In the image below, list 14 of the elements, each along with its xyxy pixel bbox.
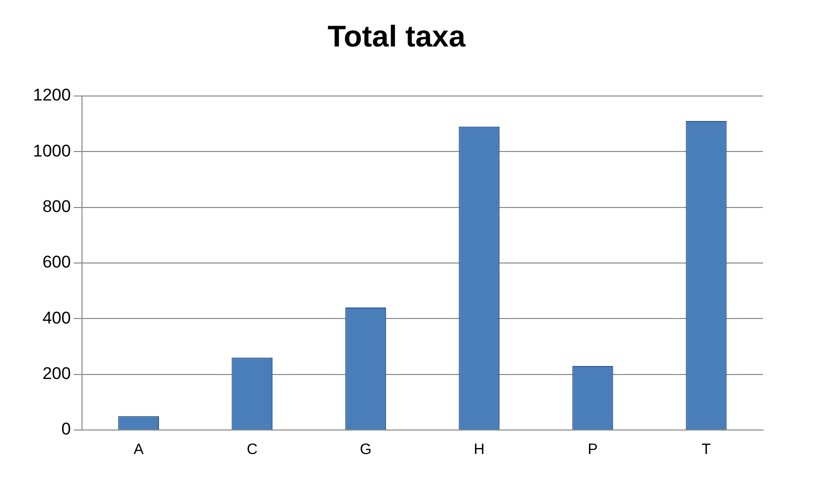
y-tick-label: 400 <box>42 308 71 328</box>
y-tick-label: 1200 <box>32 86 71 105</box>
x-tick-label: P <box>588 441 598 458</box>
y-tick-label: 200 <box>42 364 71 384</box>
x-tick-label: C <box>246 441 258 458</box>
x-tick-label: A <box>134 441 144 458</box>
y-tick-label: 0 <box>61 420 71 439</box>
x-tick-label: H <box>474 441 485 458</box>
y-tick-label: 1000 <box>32 141 71 160</box>
y-tick-label: 600 <box>42 252 71 272</box>
x-tick-label: G <box>360 441 372 458</box>
chart-title: Total taxa <box>328 20 466 54</box>
y-tick-label: 800 <box>42 197 71 216</box>
x-tick-label: T <box>702 441 711 458</box>
